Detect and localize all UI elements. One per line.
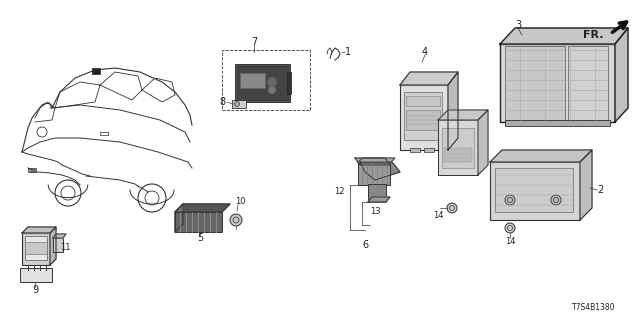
Bar bbox=[20, 268, 52, 282]
Polygon shape bbox=[358, 158, 395, 163]
Polygon shape bbox=[448, 72, 458, 150]
Circle shape bbox=[505, 195, 515, 205]
Bar bbox=[175, 212, 222, 232]
Text: 13: 13 bbox=[370, 207, 380, 217]
Bar bbox=[222, 50, 310, 110]
Bar bbox=[598, 120, 608, 124]
Text: 8: 8 bbox=[219, 97, 225, 107]
Bar bbox=[25, 242, 47, 254]
Circle shape bbox=[268, 86, 276, 94]
Text: 7: 7 bbox=[251, 37, 257, 47]
Bar bbox=[424, 148, 434, 152]
Text: 2: 2 bbox=[597, 185, 603, 195]
Circle shape bbox=[267, 77, 277, 87]
Polygon shape bbox=[50, 227, 56, 265]
Text: 6: 6 bbox=[362, 240, 368, 250]
Polygon shape bbox=[580, 150, 592, 220]
Circle shape bbox=[551, 195, 561, 205]
Polygon shape bbox=[400, 72, 458, 85]
Text: 4: 4 bbox=[422, 47, 428, 57]
Polygon shape bbox=[175, 204, 230, 212]
Text: 14: 14 bbox=[505, 237, 515, 246]
Bar bbox=[232, 100, 246, 108]
Polygon shape bbox=[438, 110, 488, 120]
Bar bbox=[582, 120, 592, 124]
Text: T7S4B1380: T7S4B1380 bbox=[572, 303, 615, 313]
Text: 10: 10 bbox=[235, 197, 245, 206]
Bar bbox=[406, 96, 440, 106]
Polygon shape bbox=[500, 28, 628, 44]
Text: 14: 14 bbox=[433, 211, 444, 220]
Bar bbox=[500, 44, 615, 122]
Bar bbox=[287, 72, 291, 94]
Bar bbox=[568, 46, 608, 120]
Bar bbox=[25, 236, 47, 260]
Bar bbox=[564, 120, 574, 124]
Circle shape bbox=[234, 101, 239, 107]
Circle shape bbox=[505, 223, 515, 233]
Text: 11: 11 bbox=[60, 244, 70, 252]
Bar bbox=[505, 46, 565, 120]
Bar bbox=[92, 68, 100, 74]
Polygon shape bbox=[355, 158, 390, 165]
Text: 12: 12 bbox=[335, 188, 345, 196]
Bar bbox=[438, 120, 478, 175]
Bar bbox=[406, 110, 440, 130]
Polygon shape bbox=[175, 204, 183, 232]
Bar bbox=[240, 73, 265, 88]
Bar bbox=[358, 163, 390, 185]
Bar bbox=[546, 120, 556, 124]
Bar bbox=[505, 120, 610, 126]
Bar bbox=[53, 238, 63, 252]
Bar bbox=[442, 128, 474, 168]
Text: 3: 3 bbox=[515, 20, 521, 30]
Bar bbox=[235, 64, 290, 102]
Bar bbox=[400, 85, 448, 150]
Text: 5: 5 bbox=[197, 233, 203, 243]
Bar bbox=[22, 233, 50, 265]
Bar bbox=[495, 168, 573, 212]
Bar bbox=[444, 148, 472, 162]
Bar bbox=[28, 168, 36, 172]
Text: FR.: FR. bbox=[582, 30, 603, 40]
Circle shape bbox=[447, 203, 457, 213]
Polygon shape bbox=[360, 162, 400, 180]
Polygon shape bbox=[615, 28, 628, 122]
Bar bbox=[510, 120, 520, 124]
Text: 9: 9 bbox=[32, 285, 38, 295]
Bar bbox=[528, 120, 538, 124]
Bar bbox=[404, 92, 442, 140]
Polygon shape bbox=[368, 197, 390, 202]
Polygon shape bbox=[478, 110, 488, 175]
Polygon shape bbox=[22, 227, 56, 233]
Bar bbox=[490, 162, 580, 220]
Text: 1: 1 bbox=[345, 47, 351, 57]
Bar bbox=[237, 66, 288, 100]
Polygon shape bbox=[490, 150, 592, 162]
Circle shape bbox=[230, 214, 242, 226]
Bar bbox=[368, 184, 386, 202]
Bar bbox=[410, 148, 420, 152]
Polygon shape bbox=[53, 234, 66, 238]
